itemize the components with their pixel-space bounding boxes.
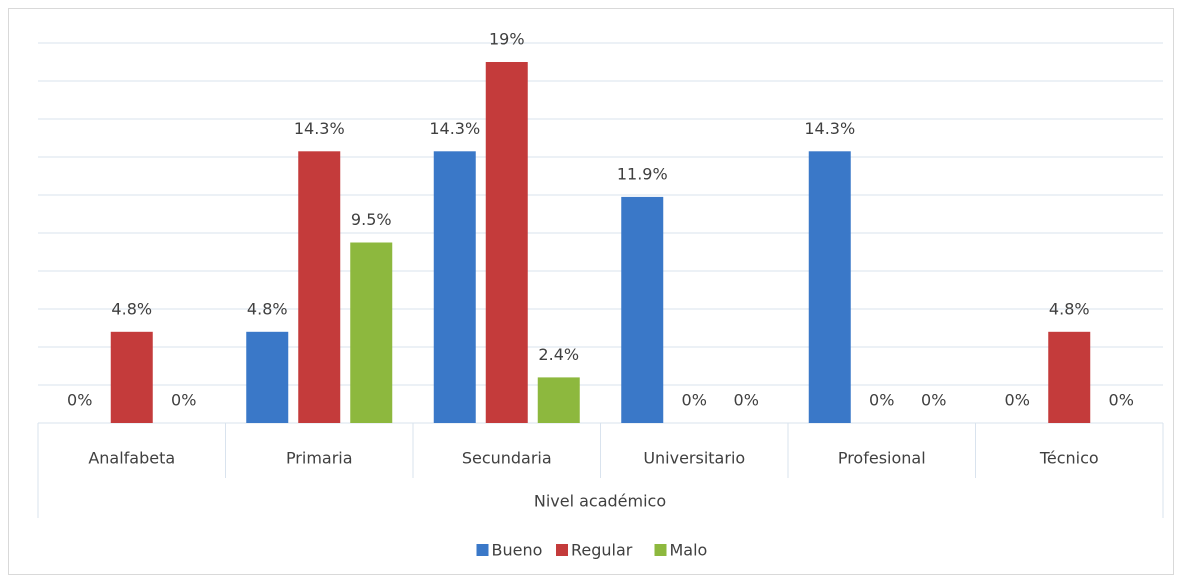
legend-label: Regular (571, 541, 633, 560)
data-label: 0% (921, 391, 946, 410)
bar (433, 151, 476, 424)
x-tick-label: Analfabeta (88, 449, 175, 468)
data-label: 0% (869, 391, 894, 410)
data-label: 14.3% (804, 119, 855, 138)
data-label: 19% (489, 30, 525, 49)
x-tick-label: Técnico (1039, 449, 1099, 468)
data-label: 14.3% (294, 119, 345, 138)
bar (621, 196, 664, 423)
bar (298, 151, 341, 424)
bar (246, 331, 289, 423)
data-label: 0% (682, 391, 707, 410)
legend-swatch (654, 544, 667, 556)
x-axis-title: Nivel académico (534, 492, 666, 511)
data-label: 2.4% (538, 345, 579, 364)
bar (110, 331, 153, 423)
x-tick-label: Universitario (643, 449, 745, 468)
x-tick-label: Profesional (838, 449, 926, 468)
chart-border (8, 8, 1174, 575)
data-label: 0% (734, 391, 759, 410)
data-label: 4.8% (1049, 299, 1090, 318)
data-label: 0% (67, 391, 92, 410)
bar (485, 62, 528, 423)
x-tick-label: Primaria (286, 449, 353, 468)
bar (808, 151, 851, 424)
bar (537, 377, 580, 423)
legend-swatch (556, 544, 568, 556)
data-label: 14.3% (429, 119, 480, 138)
legend-swatch (476, 544, 489, 556)
data-label: 9.5% (351, 210, 392, 229)
bar (1048, 331, 1091, 423)
x-tick-label: Secundaria (462, 449, 552, 468)
legend-label: Bueno (492, 541, 543, 560)
data-label: 11.9% (617, 164, 668, 183)
data-label: 4.8% (247, 299, 288, 318)
legend-label: Malo (670, 541, 708, 560)
data-label: 0% (171, 391, 196, 410)
data-label: 0% (1005, 391, 1030, 410)
data-label: 4.8% (111, 299, 152, 318)
bar (350, 242, 393, 423)
data-label: 0% (1109, 391, 1134, 410)
